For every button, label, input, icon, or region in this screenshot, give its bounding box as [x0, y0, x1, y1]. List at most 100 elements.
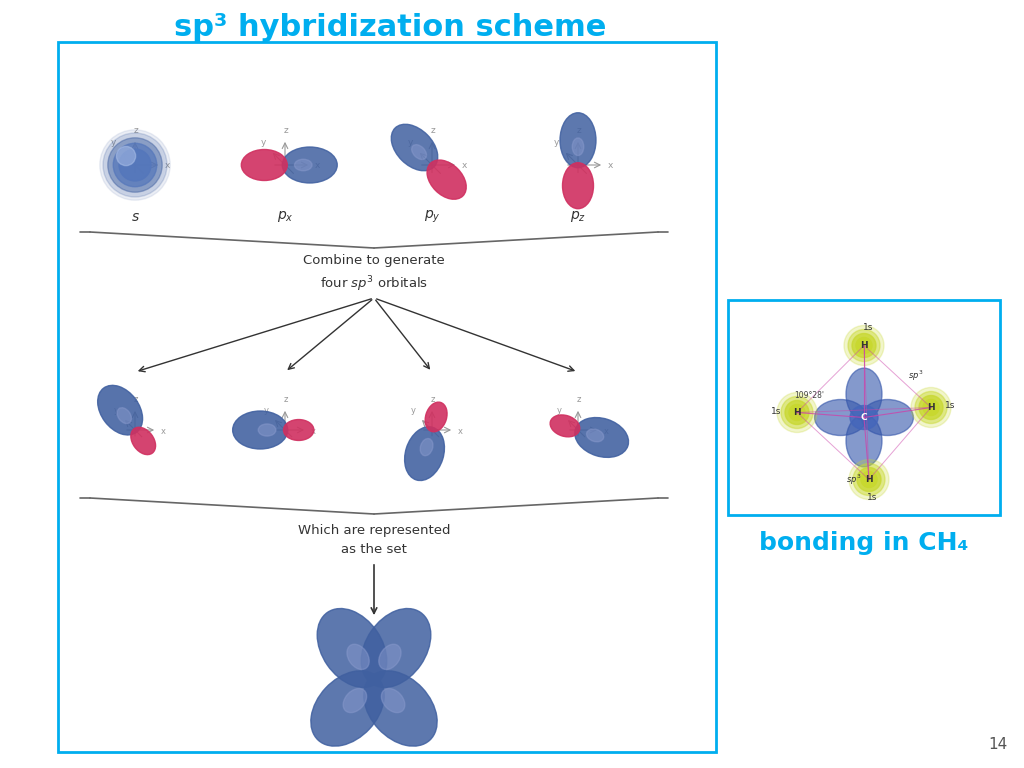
Ellipse shape	[425, 402, 447, 432]
Text: z: z	[577, 395, 582, 404]
Ellipse shape	[572, 138, 584, 156]
Text: $p_x$: $p_x$	[276, 210, 293, 224]
Circle shape	[108, 137, 162, 192]
Text: 1s: 1s	[863, 323, 873, 332]
Circle shape	[923, 399, 939, 415]
Ellipse shape	[560, 113, 596, 167]
Ellipse shape	[861, 399, 913, 435]
Ellipse shape	[131, 427, 156, 455]
Circle shape	[99, 130, 170, 200]
Ellipse shape	[815, 399, 866, 435]
Circle shape	[777, 392, 817, 432]
Text: x: x	[165, 161, 170, 170]
Text: y: y	[111, 138, 117, 147]
Text: y: y	[261, 138, 266, 147]
Circle shape	[852, 333, 876, 357]
Text: y: y	[554, 138, 559, 147]
Ellipse shape	[404, 427, 444, 481]
Text: 1s: 1s	[866, 493, 878, 502]
Text: x: x	[604, 426, 609, 435]
Circle shape	[856, 337, 872, 353]
Text: $sp^3$: $sp^3$	[846, 472, 862, 487]
Bar	[58, 42, 716, 752]
Ellipse shape	[846, 368, 882, 420]
Circle shape	[119, 149, 151, 181]
Ellipse shape	[574, 418, 629, 458]
Ellipse shape	[427, 160, 466, 199]
Text: y: y	[264, 406, 268, 415]
Text: z: z	[284, 126, 289, 135]
Circle shape	[919, 396, 943, 419]
Ellipse shape	[343, 689, 367, 713]
Ellipse shape	[242, 150, 288, 180]
Circle shape	[790, 405, 805, 421]
Text: H: H	[794, 408, 801, 417]
Circle shape	[911, 388, 951, 428]
Text: y: y	[408, 138, 414, 147]
Text: y: y	[557, 406, 562, 415]
Ellipse shape	[317, 608, 387, 687]
Text: 109°28': 109°28'	[794, 390, 824, 399]
Text: x: x	[315, 161, 321, 170]
Circle shape	[861, 472, 877, 488]
Ellipse shape	[379, 644, 401, 670]
Ellipse shape	[361, 608, 431, 687]
Ellipse shape	[258, 424, 275, 436]
Ellipse shape	[391, 124, 437, 170]
Text: y: y	[411, 406, 416, 415]
Text: 1s: 1s	[945, 401, 955, 410]
Ellipse shape	[846, 415, 882, 467]
Ellipse shape	[587, 429, 604, 442]
Text: z: z	[577, 126, 582, 135]
Text: sp³ hybridization scheme: sp³ hybridization scheme	[174, 14, 606, 42]
Circle shape	[785, 400, 809, 425]
Circle shape	[781, 396, 813, 429]
Circle shape	[114, 144, 157, 187]
Text: Which are represented
as the set: Which are represented as the set	[298, 524, 451, 556]
Ellipse shape	[850, 406, 878, 429]
Ellipse shape	[381, 689, 404, 713]
Ellipse shape	[97, 386, 142, 435]
Ellipse shape	[550, 415, 580, 437]
Ellipse shape	[311, 670, 384, 746]
Text: x: x	[608, 161, 613, 170]
Circle shape	[857, 468, 881, 492]
Text: z: z	[431, 126, 435, 135]
Ellipse shape	[347, 644, 370, 670]
Text: $sp^3$: $sp^3$	[908, 369, 924, 382]
Circle shape	[117, 147, 135, 166]
Text: H: H	[860, 341, 867, 350]
Text: H: H	[865, 475, 872, 484]
Ellipse shape	[562, 163, 594, 209]
Text: $p_y$: $p_y$	[424, 209, 440, 225]
Text: bonding in CH₄: bonding in CH₄	[760, 531, 969, 555]
Ellipse shape	[232, 411, 288, 449]
Circle shape	[915, 392, 947, 423]
Ellipse shape	[412, 144, 427, 160]
Circle shape	[849, 459, 889, 499]
Bar	[728, 300, 1000, 515]
Text: x: x	[462, 161, 467, 170]
Ellipse shape	[364, 670, 437, 746]
Ellipse shape	[284, 419, 314, 441]
Circle shape	[853, 464, 885, 495]
Text: x: x	[161, 426, 166, 435]
Ellipse shape	[295, 159, 312, 170]
Text: x: x	[311, 426, 316, 435]
Text: z: z	[134, 395, 138, 404]
Text: Combine to generate
four $sp^3$ orbitals: Combine to generate four $sp^3$ orbitals	[303, 253, 444, 294]
Text: s: s	[131, 210, 138, 224]
Text: 14: 14	[989, 737, 1008, 752]
Circle shape	[848, 329, 880, 362]
Text: y: y	[114, 406, 119, 415]
Ellipse shape	[117, 408, 131, 424]
Text: H: H	[927, 403, 935, 412]
Text: C: C	[861, 413, 867, 422]
Ellipse shape	[283, 147, 337, 183]
Text: $p_z$: $p_z$	[570, 210, 586, 224]
Text: z: z	[133, 126, 138, 135]
Text: x: x	[458, 426, 463, 435]
Ellipse shape	[420, 439, 433, 455]
Circle shape	[103, 133, 167, 197]
Text: z: z	[284, 395, 288, 404]
